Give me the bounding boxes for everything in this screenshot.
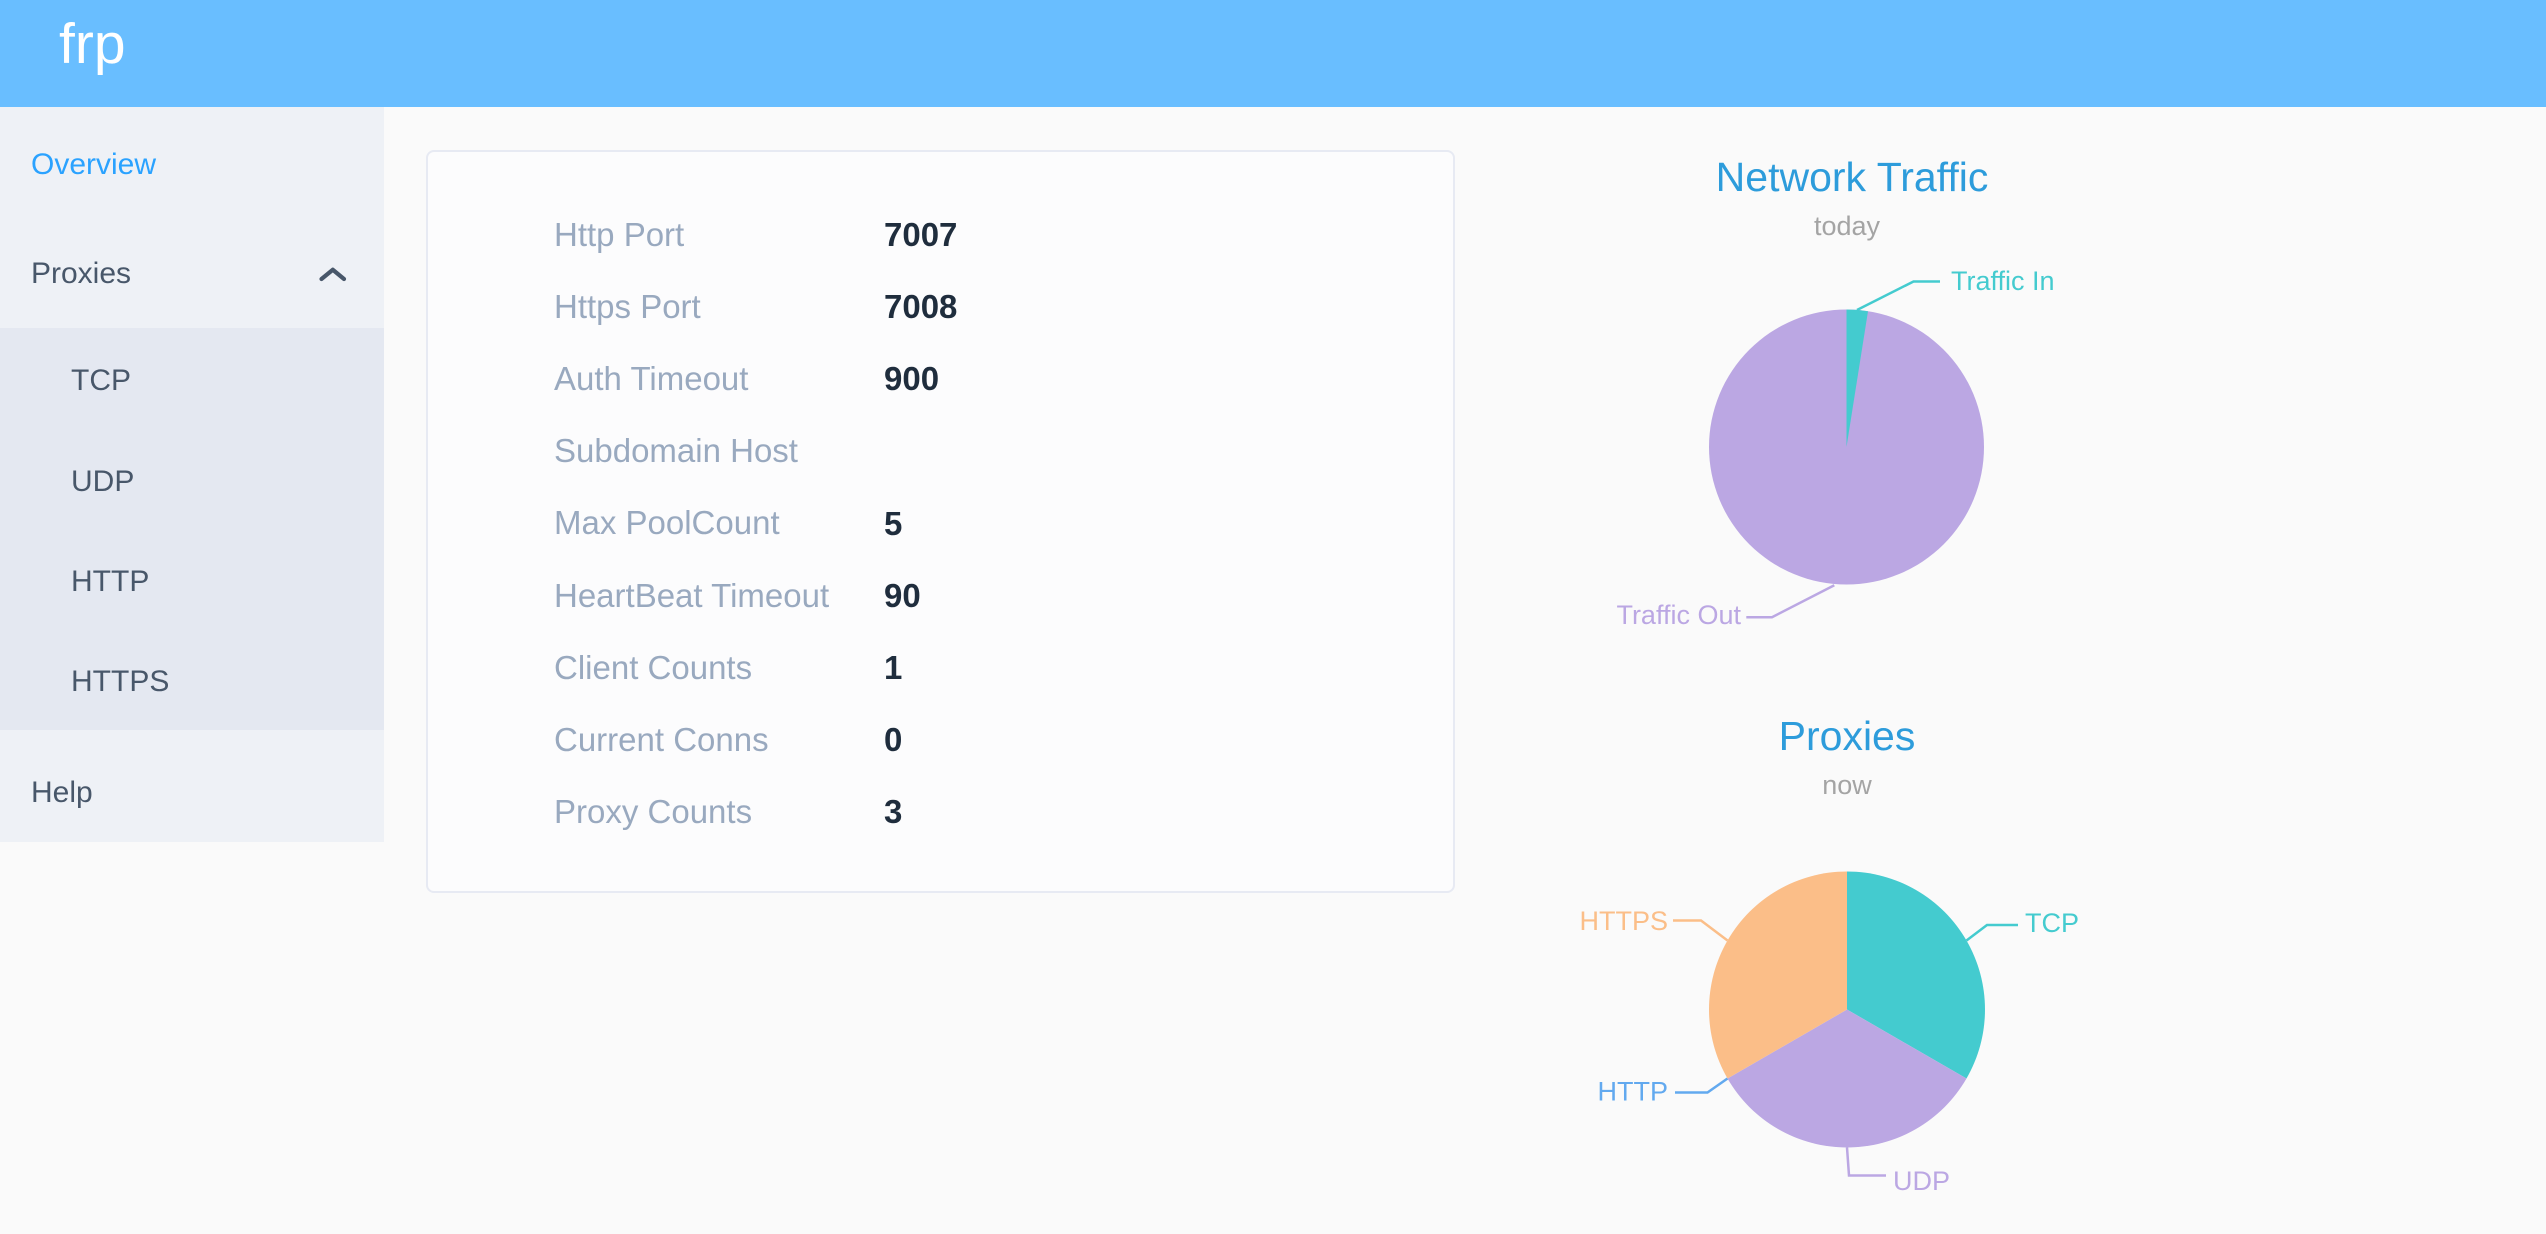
svg-text:today: today (1814, 211, 1881, 241)
svg-text:HTTP: HTTP (1598, 1077, 1669, 1107)
svg-text:Traffic Out: Traffic Out (1616, 600, 1741, 630)
svg-text:Network Traffic: Network Traffic (1716, 154, 1989, 200)
svg-text:HTTPS: HTTPS (1579, 906, 1668, 936)
svg-text:UDP: UDP (1893, 1166, 1950, 1196)
svg-text:Traffic In: Traffic In (1951, 266, 2055, 296)
svg-text:Proxies: Proxies (1779, 713, 1916, 759)
svg-text:TCP: TCP (2025, 908, 2079, 938)
svg-text:now: now (1822, 770, 1872, 800)
